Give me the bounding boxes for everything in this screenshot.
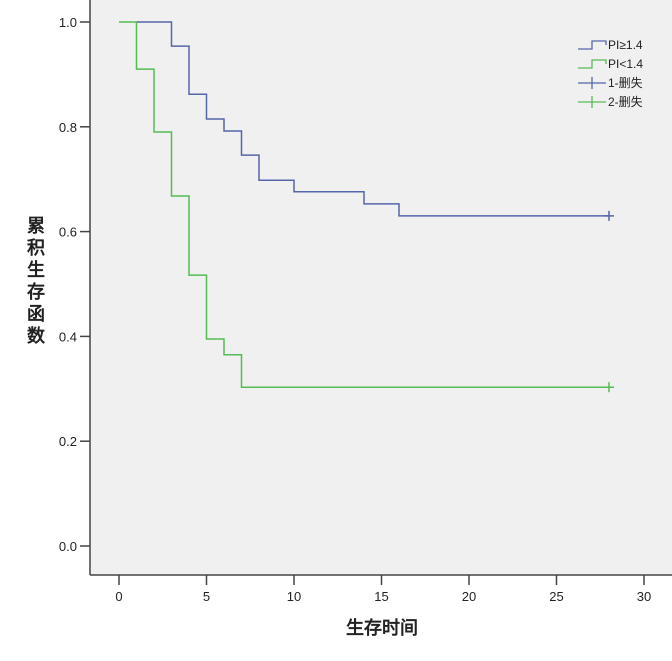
x-axis-label: 生存时间 — [346, 617, 418, 639]
plot-area — [90, 0, 672, 575]
legend-step-icon — [578, 59, 607, 69]
survival-curve-1 — [136, 21, 609, 217]
x-tick-label: 5 — [203, 589, 210, 604]
y-tick-label: 0.4 — [59, 329, 77, 344]
censor-mark — [604, 210, 614, 221]
y-tick-label: 0.2 — [59, 434, 77, 449]
y-axis-label: 累积生存函数 — [27, 216, 46, 347]
x-tick-label: 15 — [374, 589, 388, 604]
x-tick-label: 0 — [115, 589, 122, 604]
x-tick-label: 20 — [462, 589, 476, 604]
legend-label: 2-删失 — [608, 94, 643, 109]
legend-step-icon — [578, 40, 607, 50]
legend: PI≥1.4 PI<1.4 1-删失 2-删失 — [578, 38, 643, 109]
x-tick-label: 10 — [287, 589, 301, 604]
y-tick-label: 0.6 — [59, 225, 77, 240]
legend-label: PI≥1.4 — [608, 38, 643, 52]
x-tick-label: 30 — [637, 589, 651, 604]
y-tick-label: 0.8 — [59, 120, 77, 135]
y-tick-label: 1.0 — [59, 15, 77, 30]
legend-label: 1-删失 — [608, 75, 643, 90]
legend-label: PI<1.4 — [608, 57, 643, 71]
survival-curve-2 — [119, 21, 609, 388]
x-tick-label: 25 — [549, 589, 563, 604]
censor-mark — [604, 382, 614, 393]
y-tick-label: 0.0 — [59, 539, 77, 554]
